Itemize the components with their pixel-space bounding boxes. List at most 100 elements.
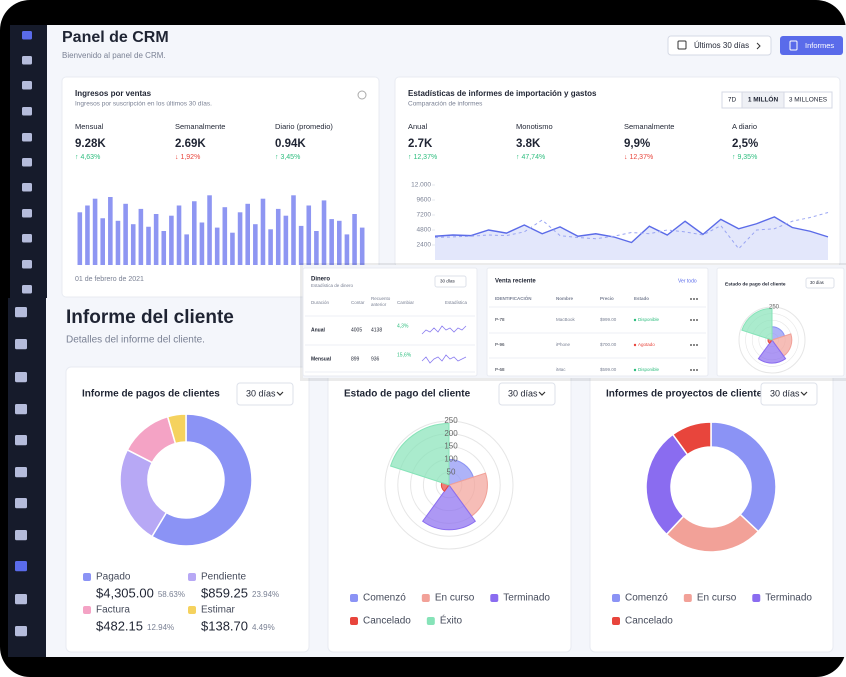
status-dot <box>633 318 637 322</box>
bar <box>161 231 167 265</box>
legend-label: Comenzó <box>625 593 668 604</box>
stat-label: Semanalmente <box>624 122 674 131</box>
legend-percent: 23.94% <box>252 590 279 599</box>
legend-swatch <box>612 617 620 625</box>
polar-segment <box>421 484 477 531</box>
nav-icon <box>15 626 27 637</box>
stat-label: Semanalmente <box>175 122 225 131</box>
legend-label: Terminado <box>765 593 812 604</box>
stat-change: ↑ 9,35% <box>732 154 757 161</box>
card-subtitle: Estadística de dinero <box>311 283 354 288</box>
menu-dot <box>696 319 698 321</box>
chevron-icon <box>538 391 546 396</box>
r-tick-label: 100 <box>444 455 458 464</box>
date-button-label: Últimos 30 días <box>694 41 749 50</box>
toggle-button <box>783 91 833 109</box>
donut-segment <box>166 413 187 445</box>
table-header: IDENTIFICACIÓN <box>495 294 532 301</box>
bar <box>77 212 83 265</box>
table-header: Estado <box>634 296 649 301</box>
legend-percent: 4.49% <box>252 623 275 632</box>
chevron-icon <box>276 391 284 396</box>
bar <box>337 220 342 265</box>
table-cell: $999.00 <box>600 317 617 322</box>
bar <box>314 231 319 265</box>
menu-dot <box>693 369 695 371</box>
stat-value: 3.8K <box>516 138 541 150</box>
bar <box>184 234 189 265</box>
nav-icon <box>15 339 27 350</box>
r-tick-label: 50 <box>447 467 456 476</box>
legend-label: Cancelado <box>625 616 673 627</box>
table-cell: iMac <box>556 367 566 372</box>
bar <box>108 197 113 265</box>
legend-label: Estimar <box>201 605 236 616</box>
bar <box>199 222 205 265</box>
link[interactable]: Ver todo <box>678 278 697 284</box>
dropdown <box>498 382 556 406</box>
table-cell: Disponible <box>638 317 660 322</box>
table-cell: iPhone <box>556 342 571 347</box>
card-title: Estadísticas de informes de importación … <box>408 89 597 98</box>
bar <box>268 229 273 265</box>
card-title: Dinero <box>311 277 330 283</box>
table-header: Precio <box>600 296 614 301</box>
bar <box>230 232 235 265</box>
dropdown-label: 30 días <box>246 388 276 398</box>
card-title: Estado de pago del cliente <box>725 281 786 287</box>
bar <box>169 215 174 265</box>
legend-label: Éxito <box>440 614 463 627</box>
sparkline <box>421 325 467 335</box>
nav-icon <box>22 285 32 294</box>
chevron-icon <box>756 42 761 50</box>
dropdown <box>760 382 818 406</box>
status-dot <box>633 343 637 347</box>
nav-icon <box>22 56 32 65</box>
bar <box>130 224 136 265</box>
menu-dot <box>690 369 692 371</box>
y-tick-label: 7200 <box>417 212 432 219</box>
menu-dot <box>690 344 692 346</box>
r-tick-label: 250 <box>444 416 458 425</box>
bar <box>253 224 258 265</box>
stat-value: 9.28K <box>75 138 106 150</box>
polar-segment <box>741 307 773 341</box>
chevron-icon <box>800 391 808 396</box>
dropdown-label: 30 días <box>770 388 800 398</box>
legend-amount: $482.15 <box>96 618 143 633</box>
card-subtitle: Ingresos por suscripción en los últimos … <box>75 101 212 108</box>
legend-label: Comenzó <box>363 593 406 604</box>
legend-label: Cancelado <box>363 616 411 627</box>
legend-swatch <box>83 573 91 581</box>
legend-swatch <box>490 594 499 602</box>
stat-change: ↑ 3,45% <box>275 154 300 161</box>
table-cell: $700.00 <box>600 342 617 347</box>
legend-label: En curso <box>435 593 475 604</box>
legend-swatch <box>188 573 196 581</box>
legend-swatch <box>350 617 358 625</box>
polar-segment <box>757 339 787 364</box>
x-axis-label: 01 de febrero de 2021 <box>75 276 144 283</box>
dropdown-label: 30 días <box>440 279 456 284</box>
nav-icon <box>22 107 32 116</box>
menu-dot <box>690 298 692 300</box>
table-cell: 899 <box>351 356 360 362</box>
status-dot <box>633 368 637 372</box>
bar <box>138 208 144 265</box>
y-tick-label: 9600 <box>417 197 432 204</box>
card-subtitle: Comparación de informes <box>408 101 483 108</box>
bar <box>115 220 121 265</box>
donut-segment <box>671 421 712 456</box>
section-subtitle: Detalles del informe del cliente. <box>66 335 205 346</box>
stat-value: 9,9% <box>624 138 650 150</box>
bar <box>344 234 350 265</box>
legend-amount: $859.25 <box>201 585 248 600</box>
bar <box>100 218 105 265</box>
bar <box>123 203 128 265</box>
nav-icon <box>15 404 27 415</box>
donut-segment <box>710 421 777 533</box>
section-title: Informe del cliente <box>66 307 234 328</box>
polar-ring <box>738 306 806 374</box>
nav-icon <box>15 561 27 572</box>
